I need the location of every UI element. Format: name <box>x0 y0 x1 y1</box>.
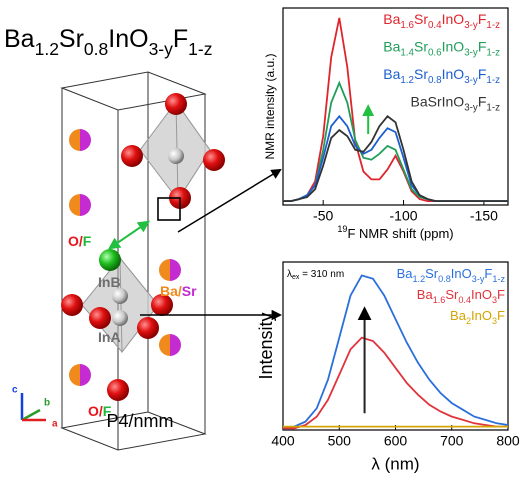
legend-entry: Ba2InO3F <box>450 308 505 326</box>
x-axis-label: 19F NMR shift (ppm) <box>337 224 453 241</box>
space-group: P4/nmm <box>106 411 173 431</box>
legend-entry: BaSrInO3-yF1-z <box>410 93 500 113</box>
annotation: λex = 310 nm <box>287 269 344 282</box>
highlight-box <box>157 197 181 221</box>
atom-label: Ba/Sr <box>160 283 197 299</box>
atoms <box>61 93 225 401</box>
x-axis-label: λ (nm) <box>371 454 419 473</box>
x-tick-label: 700 <box>440 433 464 449</box>
atom-label: InA <box>98 329 121 345</box>
x-tick-label: 500 <box>328 433 352 449</box>
axis-triad <box>20 393 46 422</box>
series-line <box>282 274 509 430</box>
pointer-arrow <box>177 168 282 233</box>
x-tick-label: 400 <box>271 433 295 449</box>
axis-triad-label: a <box>52 419 58 430</box>
figure-title: Ba1.2Sr0.8InO3-yF1-z <box>4 25 212 59</box>
atom-label: O/F <box>88 403 112 419</box>
legend-entry: Ba1.4Sr0.6InO3-yF1-z <box>383 38 500 58</box>
x-tick-label: -150 <box>470 208 498 224</box>
y-axis-label: Intensity <box>256 312 276 379</box>
atom-label: O/F <box>68 233 92 249</box>
crystal-structure <box>60 71 211 451</box>
distance-arrow <box>108 220 150 250</box>
x-tick-label: -100 <box>390 208 418 224</box>
legend-entry: Ba1.6Sr0.4InO3-yF1-z <box>383 11 500 31</box>
series-line <box>283 115 508 202</box>
x-tick-label: -50 <box>313 208 333 224</box>
axis-triad-label: b <box>44 398 50 409</box>
plot-frame <box>282 7 509 206</box>
series-line <box>283 336 508 430</box>
x-tick-label: 800 <box>496 433 520 449</box>
x-tick-label: 600 <box>384 433 408 449</box>
y-axis-label: NMR intensity (a.u.) <box>263 53 277 159</box>
series-line <box>283 114 508 202</box>
legend-entry: Ba1.2Sr0.8InO3-yF1-z <box>383 66 500 86</box>
legend-entry: Ba1.6Sr0.4InO3F <box>417 287 505 305</box>
legend-entry: Ba1.2Sr0.8InO3-yF1-z <box>397 266 506 284</box>
atom-label: InB <box>98 274 121 290</box>
axis-triad-label: c <box>12 385 18 396</box>
